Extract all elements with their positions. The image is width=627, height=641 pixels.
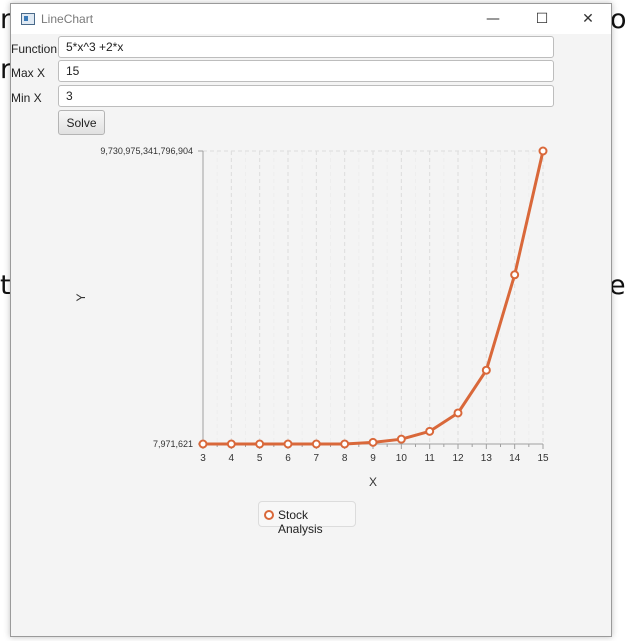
data-point-x5 [255,439,265,449]
data-point-x14 [510,270,520,280]
x-tick-label: 15 [537,453,549,464]
data-point-x12 [453,408,463,418]
x-tick-label: 5 [257,453,263,464]
x-tick-label: 8 [342,453,348,464]
background-text-2: o [610,4,627,35]
min-x-label: Min X [11,91,42,105]
app-icon [21,13,35,25]
chart-legend: Stock Analysis [258,501,356,536]
data-point-x15 [538,146,548,156]
data-point-x13 [481,365,491,375]
max-x-label: Max X [11,66,46,80]
data-point-x10 [396,434,406,444]
x-tick-label: 6 [285,453,291,464]
min-x-input[interactable] [58,85,554,107]
x-tick-label: 9 [370,453,376,464]
x-tick-label: 13 [481,453,493,464]
data-point-x4 [226,439,236,449]
data-point-x3 [198,439,208,449]
title-bar: LineChart — ☐ ✕ [11,4,611,34]
data-point-x11 [425,426,435,436]
x-tick-label: 10 [396,453,408,464]
background-text-5: e [609,270,626,301]
solve-button[interactable]: Solve [58,110,105,135]
function-input[interactable] [58,36,554,58]
x-tick-label: 14 [509,453,521,464]
function-label: Function [11,42,58,56]
x-tick-label: 4 [229,453,235,464]
x-axis-label: X [369,475,377,489]
y-tick-label: 7,971,621 [153,439,193,449]
x-tick-label: 11 [424,453,435,464]
background-text-4: t [0,270,11,301]
legend-label: Stock Analysis [278,508,323,536]
y-tick-label: 9,730,975,341,796,904 [100,146,193,156]
close-button[interactable]: ✕ [582,11,594,27]
y-axis-label: Y [74,293,88,301]
max-x-input[interactable] [58,60,554,82]
minimize-button[interactable]: — [486,11,500,27]
x-tick-label: 3 [200,453,206,464]
window-title: LineChart [41,12,94,26]
line-chart: 3 4 5 6 7 8 9 10 11 12 13 14 15 7,971,621 9,730,975,34… [74,146,549,489]
data-point-x6 [283,439,293,449]
data-point-x9 [368,437,378,447]
maximize-button[interactable]: ☐ [535,11,549,27]
legend-symbol [264,510,274,520]
x-tick-label: 7 [314,453,320,464]
x-tick-label: 12 [452,453,464,464]
data-point-x7 [311,439,321,449]
app-window: LineChart — ☐ ✕ Function Max X Min X Sol… [10,3,612,637]
data-point-x8 [340,439,350,449]
